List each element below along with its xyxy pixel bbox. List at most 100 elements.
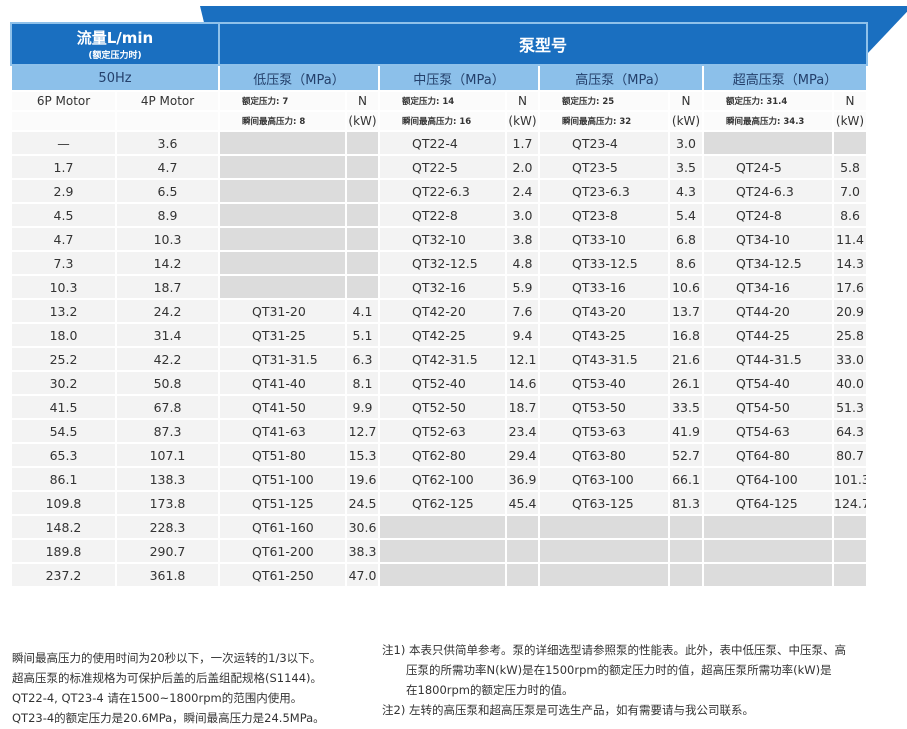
pump-model-cell bbox=[538, 562, 670, 588]
frequency-header: 50Hz bbox=[10, 64, 220, 92]
power-kw-cell bbox=[831, 538, 869, 564]
power-kw-cell: 14.6 bbox=[505, 370, 540, 396]
pump-model-cell bbox=[218, 154, 347, 180]
power-kw-cell: 8.6 bbox=[831, 202, 869, 228]
power-kw-cell: 4.8 bbox=[505, 250, 540, 276]
pump-model-cell: QT32-10 bbox=[378, 226, 507, 252]
pump-model-cell: QT51-100 bbox=[218, 466, 347, 492]
power-kw-cell: 33.5 bbox=[668, 394, 704, 420]
pump-model-cell: QT34-10 bbox=[702, 226, 834, 252]
power-kw-cell: 81.3 bbox=[668, 490, 704, 516]
power-kw-cell: 13.7 bbox=[668, 298, 704, 324]
flow-6p-cell: 4.7 bbox=[10, 226, 117, 252]
pump-model-cell bbox=[702, 538, 834, 564]
pump-model-cell: QT63-100 bbox=[538, 466, 670, 492]
power-kw-cell: 11.4 bbox=[831, 226, 869, 252]
power-kw-cell: 26.1 bbox=[668, 370, 704, 396]
table-row: 25.2 42.2 QT31-31.5 6.3 QT42-31.5 12.1 QT43-31… bbox=[10, 346, 869, 372]
rated-pressure: 额定压力: 7 bbox=[218, 90, 347, 112]
pump-model-cell: QT52-50 bbox=[378, 394, 507, 420]
power-kw-cell: 2.0 bbox=[505, 154, 540, 180]
flow-6p-cell: 10.3 bbox=[10, 274, 117, 300]
power-kw-cell bbox=[345, 274, 380, 300]
pump-model-cell: QT52-63 bbox=[378, 418, 507, 444]
pump-model-cell: QT61-160 bbox=[218, 514, 347, 540]
pump-selection-table: 流量L/min (额定压力时) 泵型号 50Hz 低压泵（MPa） 中压泵（MPa… bbox=[10, 22, 869, 588]
power-kw-cell: 9.4 bbox=[505, 322, 540, 348]
power-kw-cell bbox=[668, 514, 704, 540]
blank bbox=[115, 110, 220, 132]
pump-model-cell: QT64-80 bbox=[702, 442, 834, 468]
pump-model-cell: QT43-31.5 bbox=[538, 346, 670, 372]
rated-pressure: 额定压力: 31.4 bbox=[702, 90, 834, 112]
n-label: N bbox=[831, 90, 869, 112]
power-kw-cell: 19.6 bbox=[345, 466, 380, 492]
power-kw-cell: 12.1 bbox=[505, 346, 540, 372]
power-kw-cell: 52.7 bbox=[668, 442, 704, 468]
flow-header: 流量L/min (额定压力时) bbox=[10, 22, 220, 66]
pump-model-cell: QT61-200 bbox=[218, 538, 347, 564]
power-kw-cell: 124.7 bbox=[831, 490, 869, 516]
pump-model-cell: QT34-16 bbox=[702, 274, 834, 300]
power-kw-cell: 64.3 bbox=[831, 418, 869, 444]
kw-label: (kW) bbox=[505, 110, 540, 132]
notes-left: 瞬间最高压力的使用时间为20秒以下，一次运转的1/3以下。 超高压泵的标准规格为… bbox=[12, 648, 325, 728]
pump-model-cell: QT62-100 bbox=[378, 466, 507, 492]
table-row: 65.3 107.1 QT51-80 15.3 QT62-80 29.4 QT63-80 52… bbox=[10, 442, 869, 468]
pump-model-cell bbox=[538, 514, 670, 540]
pump-model-cell bbox=[702, 562, 834, 588]
table-row: 4.7 10.3 QT32-10 3.8 QT33-10 6.8 QT34-10 11.4 bbox=[10, 226, 869, 252]
power-kw-cell: 3.0 bbox=[505, 202, 540, 228]
flow-6p-cell: 1.7 bbox=[10, 154, 117, 180]
power-kw-cell bbox=[505, 538, 540, 564]
note: 在1800rpm的额定压力时的值。 bbox=[406, 683, 574, 697]
power-kw-cell: 30.6 bbox=[345, 514, 380, 540]
flow-4p-cell: 8.9 bbox=[115, 202, 220, 228]
flow-6p-cell: 7.3 bbox=[10, 250, 117, 276]
flow-4p-cell: 4.7 bbox=[115, 154, 220, 180]
flow-subtitle: (额定压力时) bbox=[88, 51, 142, 61]
pump-model-cell: QT24-6.3 bbox=[702, 178, 834, 204]
power-kw-cell: 51.3 bbox=[831, 394, 869, 420]
power-kw-cell: 7.6 bbox=[505, 298, 540, 324]
power-kw-cell: 66.1 bbox=[668, 466, 704, 492]
power-kw-cell: 4.3 bbox=[668, 178, 704, 204]
pump-model-cell bbox=[218, 274, 347, 300]
peak-pressure: 瞬间最高压力: 32 bbox=[538, 110, 670, 132]
pump-model-cell: QT23-4 bbox=[538, 130, 670, 156]
pump-model-cell: QT23-5 bbox=[538, 154, 670, 180]
power-kw-cell: 5.1 bbox=[345, 322, 380, 348]
n-label: N bbox=[505, 90, 540, 112]
power-kw-cell: 101.3 bbox=[831, 466, 869, 492]
flow-4p-cell: 87.3 bbox=[115, 418, 220, 444]
flow-6p-cell: 189.8 bbox=[10, 538, 117, 564]
flow-6p-cell: 13.2 bbox=[10, 298, 117, 324]
flow-4p-cell: 138.3 bbox=[115, 466, 220, 492]
pump-model-cell bbox=[702, 130, 834, 156]
power-kw-cell: 23.4 bbox=[505, 418, 540, 444]
low-pressure-header: 低压泵（MPa） bbox=[218, 64, 380, 92]
mid-pressure-header: 中压泵（MPa） bbox=[378, 64, 540, 92]
table-row: 237.2 361.8 QT61-250 47.0 bbox=[10, 562, 869, 588]
power-kw-cell: 18.7 bbox=[505, 394, 540, 420]
blank bbox=[10, 110, 117, 132]
flow-6p-cell: 54.5 bbox=[10, 418, 117, 444]
flow-6p-cell: 2.9 bbox=[10, 178, 117, 204]
pump-model-cell: QT31-25 bbox=[218, 322, 347, 348]
pump-model-cell bbox=[702, 514, 834, 540]
flow-6p-cell: 237.2 bbox=[10, 562, 117, 588]
power-kw-cell: 8.1 bbox=[345, 370, 380, 396]
flow-6p-cell: 41.5 bbox=[10, 394, 117, 420]
pump-model-cell bbox=[538, 538, 670, 564]
pump-model-cell: QT54-63 bbox=[702, 418, 834, 444]
flow-6p-cell: 25.2 bbox=[10, 346, 117, 372]
pump-model-cell: QT44-31.5 bbox=[702, 346, 834, 372]
note: 瞬间最高压力的使用时间为20秒以下，一次运转的1/3以下。 bbox=[12, 651, 322, 665]
pump-model-cell: QT53-63 bbox=[538, 418, 670, 444]
power-kw-cell: 4.1 bbox=[345, 298, 380, 324]
kw-label: (kW) bbox=[831, 110, 869, 132]
power-kw-cell bbox=[668, 562, 704, 588]
flow-6p-cell: 86.1 bbox=[10, 466, 117, 492]
pump-model-cell: QT54-40 bbox=[702, 370, 834, 396]
power-kw-cell: 5.9 bbox=[505, 274, 540, 300]
